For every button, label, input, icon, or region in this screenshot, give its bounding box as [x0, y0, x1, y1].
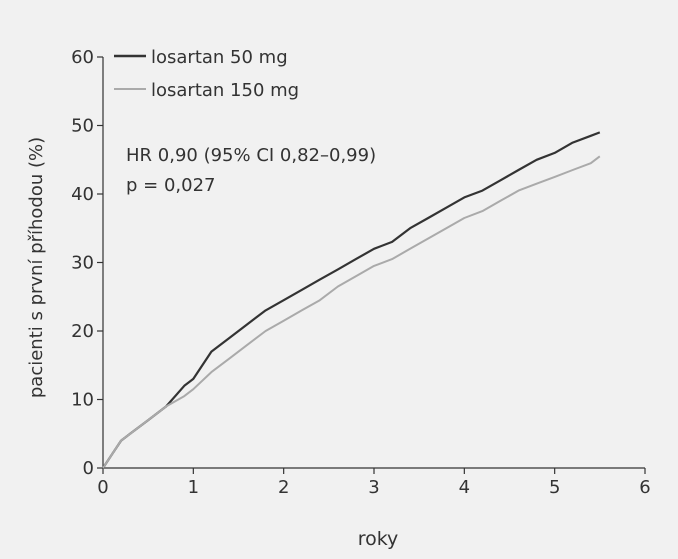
x-tick-label: 3 — [368, 477, 379, 498]
series-layer — [102, 131, 601, 469]
annotation-text: p = 0,027 — [126, 175, 215, 196]
y-tick-label: 20 — [71, 321, 94, 342]
x-tick-label: 2 — [278, 477, 289, 498]
legend: losartan 50 mg losartan 150 mg — [114, 47, 299, 101]
annotation-text: HR 0,90 (95% CI 0,82–0,99) — [126, 145, 376, 166]
x-tick-label: 5 — [549, 477, 560, 498]
legend-label: losartan 150 mg — [151, 80, 299, 101]
series-line-2 — [102, 155, 601, 469]
x-tick-label: 6 — [639, 477, 650, 498]
x-tick-label: 4 — [459, 477, 470, 498]
y-tick-label: 10 — [71, 390, 94, 411]
y-tick-label: 40 — [71, 184, 94, 205]
y-axis-label: pacienti s první příhodou (%) — [26, 137, 47, 398]
annotations: HR 0,90 (95% CI 0,82–0,99) p = 0,027 — [126, 145, 376, 196]
y-tick-label: 60 — [71, 47, 94, 68]
legend-label: losartan 50 mg — [151, 47, 288, 68]
y-tick-label: 50 — [71, 116, 94, 137]
x-tick-label: 0 — [97, 477, 108, 498]
y-tick-label: 0 — [83, 458, 94, 479]
x-tick-label: 1 — [188, 477, 199, 498]
x-axis-label: roky — [358, 528, 399, 550]
y-tick-label: 30 — [71, 253, 94, 274]
